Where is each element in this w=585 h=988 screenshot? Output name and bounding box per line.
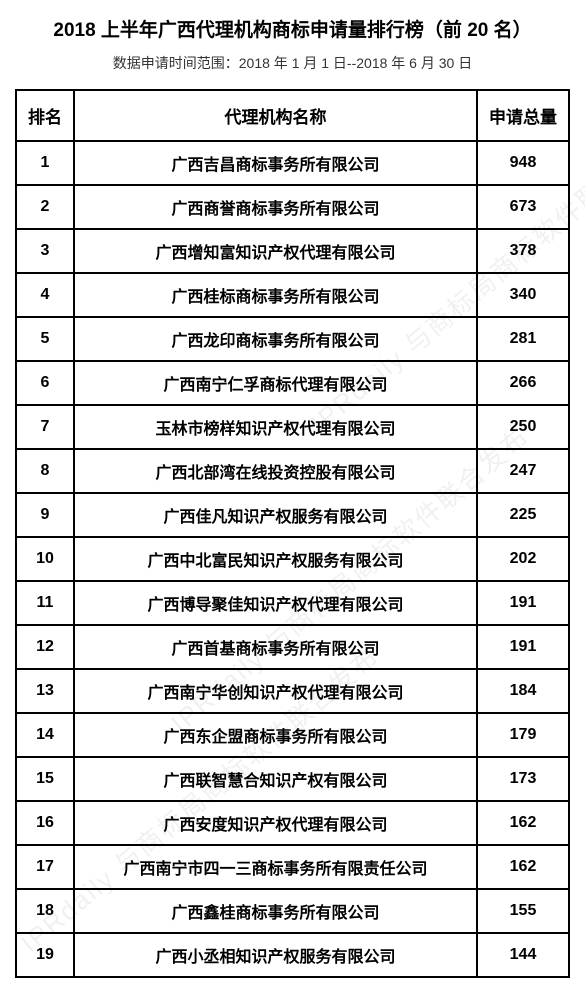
- application-count-cell: 144: [477, 933, 569, 977]
- application-count-cell: 948: [477, 141, 569, 185]
- agency-name-cell: 广西南宁华创知识产权代理有限公司: [74, 669, 477, 713]
- application-count-cell: 247: [477, 449, 569, 493]
- col-header-count: 申请总量: [477, 90, 569, 141]
- table-row: 14广西东企盟商标事务所有限公司179: [16, 713, 569, 757]
- table-row: 6广西南宁仁孚商标代理有限公司266: [16, 361, 569, 405]
- table-row: 3广西增知富知识产权代理有限公司378: [16, 229, 569, 273]
- rank-cell: 5: [16, 317, 74, 361]
- table-row: 10广西中北富民知识产权服务有限公司202: [16, 537, 569, 581]
- table-row: 5广西龙印商标事务所有限公司281: [16, 317, 569, 361]
- table-row: 4广西桂标商标事务所有限公司340: [16, 273, 569, 317]
- application-count-cell: 340: [477, 273, 569, 317]
- application-count-cell: 184: [477, 669, 569, 713]
- table-header-row: 排名 代理机构名称 申请总量: [16, 90, 569, 141]
- agency-name-cell: 广西南宁市四一三商标事务所有限责任公司: [74, 845, 477, 889]
- application-count-cell: 179: [477, 713, 569, 757]
- ranking-table-container: 排名 代理机构名称 申请总量 1广西吉昌商标事务所有限公司9482广西商誉商标事…: [0, 89, 585, 978]
- application-count-cell: 281: [477, 317, 569, 361]
- rank-cell: 1: [16, 141, 74, 185]
- table-row: 11广西博导聚佳知识产权代理有限公司191: [16, 581, 569, 625]
- page-title: 2018 上半年广西代理机构商标申请量排行榜（前 20 名）: [0, 0, 585, 53]
- application-count-cell: 673: [477, 185, 569, 229]
- table-row: 17广西南宁市四一三商标事务所有限责任公司162: [16, 845, 569, 889]
- agency-name-cell: 广西商誉商标事务所有限公司: [74, 185, 477, 229]
- rank-cell: 13: [16, 669, 74, 713]
- application-count-cell: 191: [477, 625, 569, 669]
- agency-name-cell: 广西佳凡知识产权服务有限公司: [74, 493, 477, 537]
- table-row: 8广西北部湾在线投资控股有限公司247: [16, 449, 569, 493]
- agency-name-cell: 广西中北富民知识产权服务有限公司: [74, 537, 477, 581]
- rank-cell: 11: [16, 581, 74, 625]
- agency-name-cell: 广西鑫桂商标事务所有限公司: [74, 889, 477, 933]
- agency-name-cell: 广西吉昌商标事务所有限公司: [74, 141, 477, 185]
- agency-name-cell: 广西首基商标事务所有限公司: [74, 625, 477, 669]
- application-count-cell: 266: [477, 361, 569, 405]
- application-count-cell: 225: [477, 493, 569, 537]
- application-count-cell: 173: [477, 757, 569, 801]
- table-row: 2广西商誉商标事务所有限公司673: [16, 185, 569, 229]
- rank-cell: 14: [16, 713, 74, 757]
- agency-name-cell: 广西安度知识产权代理有限公司: [74, 801, 477, 845]
- rank-cell: 18: [16, 889, 74, 933]
- rank-cell: 2: [16, 185, 74, 229]
- table-body: 1广西吉昌商标事务所有限公司9482广西商誉商标事务所有限公司6733广西增知富…: [16, 141, 569, 977]
- rank-cell: 15: [16, 757, 74, 801]
- col-header-name: 代理机构名称: [74, 90, 477, 141]
- rank-cell: 10: [16, 537, 74, 581]
- application-count-cell: 378: [477, 229, 569, 273]
- table-row: 18广西鑫桂商标事务所有限公司155: [16, 889, 569, 933]
- agency-name-cell: 广西增知富知识产权代理有限公司: [74, 229, 477, 273]
- agency-name-cell: 广西小丞相知识产权服务有限公司: [74, 933, 477, 977]
- rank-cell: 17: [16, 845, 74, 889]
- agency-name-cell: 广西东企盟商标事务所有限公司: [74, 713, 477, 757]
- agency-name-cell: 广西桂标商标事务所有限公司: [74, 273, 477, 317]
- application-count-cell: 250: [477, 405, 569, 449]
- application-count-cell: 162: [477, 845, 569, 889]
- table-row: 15广西联智慧合知识产权有限公司173: [16, 757, 569, 801]
- table-row: 7玉林市榜样知识产权代理有限公司250: [16, 405, 569, 449]
- application-count-cell: 162: [477, 801, 569, 845]
- rank-cell: 9: [16, 493, 74, 537]
- agency-name-cell: 广西龙印商标事务所有限公司: [74, 317, 477, 361]
- table-row: 19广西小丞相知识产权服务有限公司144: [16, 933, 569, 977]
- col-header-rank: 排名: [16, 90, 74, 141]
- agency-name-cell: 广西北部湾在线投资控股有限公司: [74, 449, 477, 493]
- page-subtitle: 数据申请时间范围：2018 年 1 月 1 日--2018 年 6 月 30 日: [0, 53, 585, 89]
- table-row: 1广西吉昌商标事务所有限公司948: [16, 141, 569, 185]
- application-count-cell: 202: [477, 537, 569, 581]
- rank-cell: 16: [16, 801, 74, 845]
- table-row: 9广西佳凡知识产权服务有限公司225: [16, 493, 569, 537]
- table-row: 12广西首基商标事务所有限公司191: [16, 625, 569, 669]
- rank-cell: 7: [16, 405, 74, 449]
- application-count-cell: 155: [477, 889, 569, 933]
- agency-name-cell: 广西南宁仁孚商标代理有限公司: [74, 361, 477, 405]
- rank-cell: 8: [16, 449, 74, 493]
- table-row: 13广西南宁华创知识产权代理有限公司184: [16, 669, 569, 713]
- rank-cell: 19: [16, 933, 74, 977]
- rank-cell: 12: [16, 625, 74, 669]
- rank-cell: 4: [16, 273, 74, 317]
- rank-cell: 3: [16, 229, 74, 273]
- agency-name-cell: 玉林市榜样知识产权代理有限公司: [74, 405, 477, 449]
- table-row: 16广西安度知识产权代理有限公司162: [16, 801, 569, 845]
- ranking-table: 排名 代理机构名称 申请总量 1广西吉昌商标事务所有限公司9482广西商誉商标事…: [15, 89, 570, 978]
- rank-cell: 6: [16, 361, 74, 405]
- agency-name-cell: 广西联智慧合知识产权有限公司: [74, 757, 477, 801]
- application-count-cell: 191: [477, 581, 569, 625]
- agency-name-cell: 广西博导聚佳知识产权代理有限公司: [74, 581, 477, 625]
